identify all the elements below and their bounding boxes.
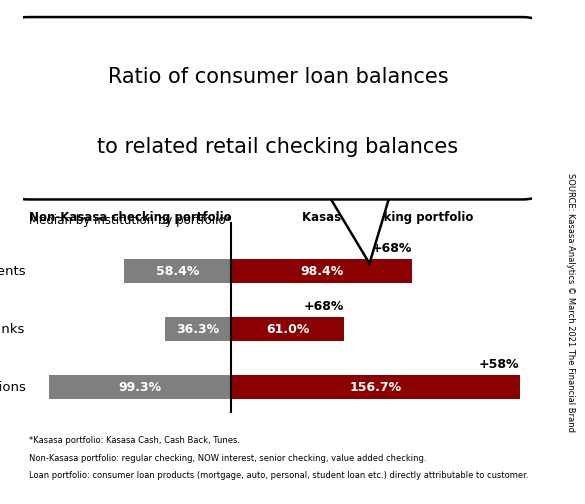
Text: +68%: +68% (303, 300, 343, 313)
Text: 61.0%: 61.0% (266, 323, 309, 336)
Bar (232, 259, 412, 283)
Bar (124, 259, 232, 283)
Text: 58.4%: 58.4% (156, 265, 199, 278)
Bar (49, 375, 232, 399)
Text: Banks: Banks (0, 323, 26, 336)
FancyBboxPatch shape (13, 17, 538, 200)
Text: SOURCE: Kasasa Analytics © March 2021 The Financial Brand: SOURCE: Kasasa Analytics © March 2021 Th… (566, 173, 575, 432)
Text: *Kasasa portfolio: Kasasa Cash, Cash Back, Tunes.: *Kasasa portfolio: Kasasa Cash, Cash Bac… (29, 436, 240, 445)
Text: Non-Kasasa portfolio: regular checking, NOW interest, senior checking, value add: Non-Kasasa portfolio: regular checking, … (29, 454, 426, 463)
Text: Credit Unions: Credit Unions (0, 381, 26, 394)
Text: Ratio of consumer loan balances: Ratio of consumer loan balances (108, 67, 448, 87)
Text: Non-Kasasa checking portfolio: Non-Kasasa checking portfolio (29, 211, 232, 223)
Text: +58%: +58% (479, 358, 519, 371)
Bar (232, 375, 519, 399)
Polygon shape (334, 192, 385, 196)
Text: Median by institution by portfolio*: Median by institution by portfolio* (29, 214, 232, 227)
Text: All clients: All clients (0, 265, 26, 278)
Bar (165, 317, 232, 341)
Text: 99.3%: 99.3% (119, 381, 162, 394)
Text: Kasasa checking portfolio: Kasasa checking portfolio (302, 211, 473, 223)
Polygon shape (329, 196, 390, 264)
Bar (232, 317, 343, 341)
Text: 98.4%: 98.4% (300, 265, 343, 278)
Text: 36.3%: 36.3% (177, 323, 220, 336)
Text: to related retail checking balances: to related retail checking balances (97, 137, 459, 157)
Text: 156.7%: 156.7% (349, 381, 402, 394)
Text: +68%: +68% (372, 242, 412, 256)
Text: Loan portfolio: consumer loan products (mortgage, auto, personal, student loan e: Loan portfolio: consumer loan products (… (29, 471, 529, 480)
